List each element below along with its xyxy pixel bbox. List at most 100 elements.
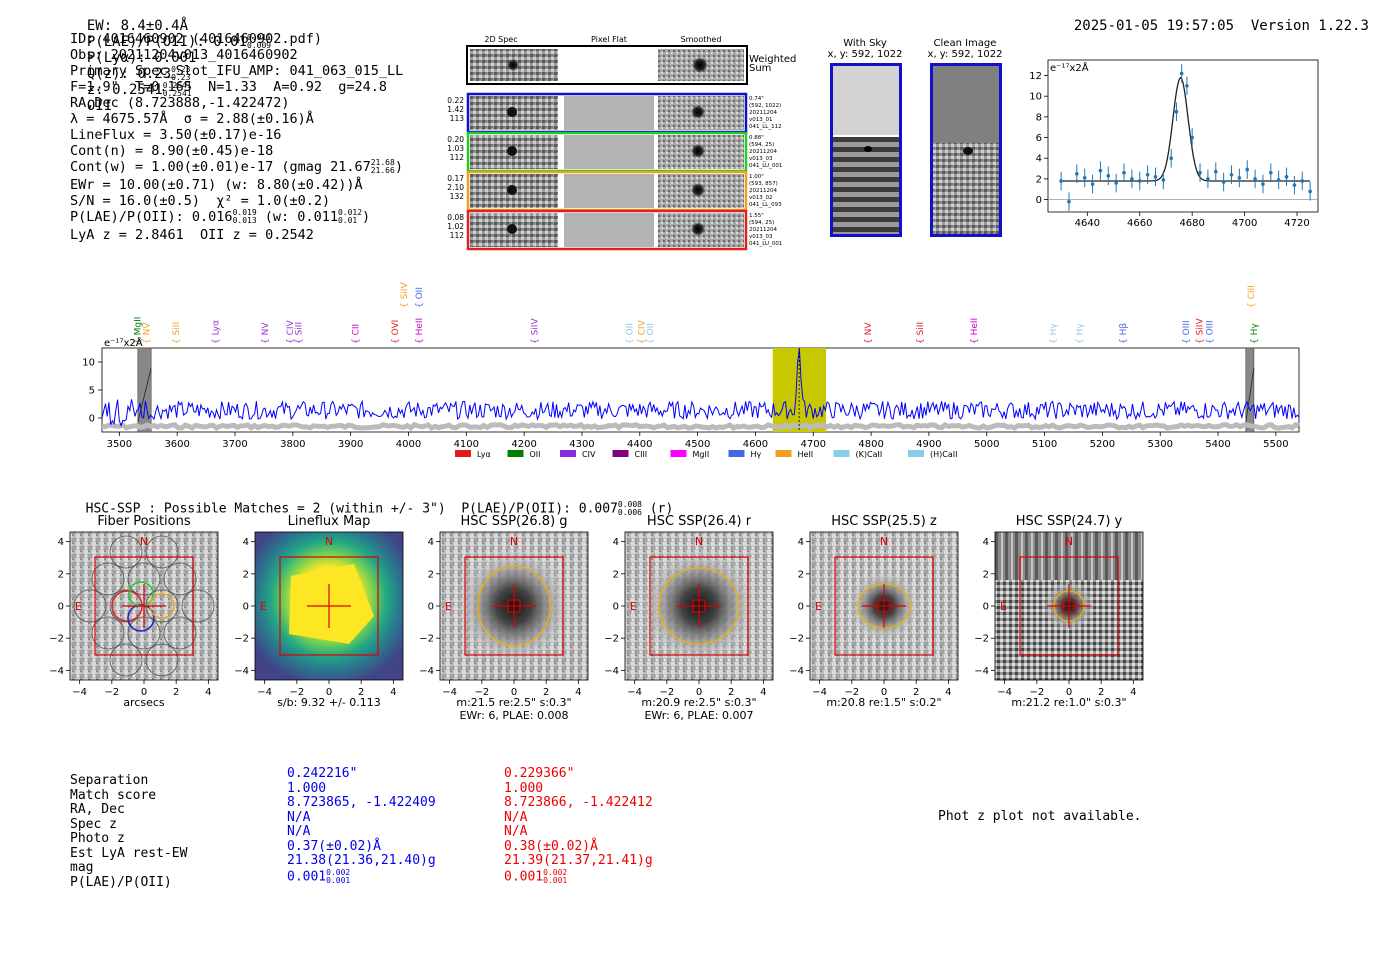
weighted-sum-source [507,59,519,71]
spectrum-xtick-label: 5500 [1263,439,1288,450]
spectrum-line-label: { CIV [638,319,648,344]
sky-stripe-dark [832,177,900,182]
spectrum-line-label: { CIV [286,319,296,344]
east-label: E [1000,600,1007,613]
hsc-panel-caption: s/b: 9.32 +/- 0.113 [277,696,381,709]
line-fit-point [1114,181,1118,185]
spectrum-xtick-label: 4300 [569,439,594,450]
fiber-circle [109,643,143,677]
hsc-xtick-label: 0 [881,687,887,698]
line-fit-ytick-label: 4 [1036,154,1042,165]
spectrum-xtick-label: 4800 [858,439,883,450]
north-label: N [695,535,703,548]
spectrum-mask-hatch [1245,367,1255,423]
cutout-divider [561,174,564,208]
cutout-row-right-value: v013_03 [749,156,773,162]
spectrum-legend-label: CIII [635,450,648,459]
hsc-ytick-label: −2 [49,634,64,645]
hsc-panel-title: Lineflux Map [288,514,371,529]
north-label: N [510,535,518,548]
fiber-circle [91,562,125,596]
hsc-ytick-label: −2 [234,634,249,645]
match-2-photoz: N/A [504,824,528,839]
spectrum-xtick-label: 4100 [454,439,479,450]
line-fit-point [1137,179,1142,183]
match-2-mag: 21.39(21.37,21.41)g [504,853,653,868]
cutout-row-left-value: 112 [450,231,465,240]
cutout-row-right-value: (594, 25) [749,142,774,148]
spectrum-line-label: { Hγ [1049,323,1059,344]
hsc-ytick-label: −4 [789,666,804,677]
cutout-row-smoothed-source [691,222,705,236]
hsc-ytick-label: 0 [613,602,619,613]
hsc-xtick-label: −4 [72,687,87,698]
fiber-circle [163,616,197,650]
cutout-row-right-value: 20211204 [749,188,777,194]
header-ew: EW: 8.4±0.4Å [86,18,189,34]
line-fit-point [1206,177,1210,181]
east-label: E [260,600,267,613]
line-fit-point [1059,179,1063,183]
hsc-ytick-label: −4 [234,666,249,677]
spectrum-xtick-label: 5000 [974,439,999,450]
cutout-row-source [507,107,517,117]
cutout-row-pixelflat [564,96,654,130]
cutout-row-right-value: v013_02 [749,195,773,201]
spectrum-ytick-label: 5 [89,386,95,397]
hsc-xtick-label: 0 [511,687,517,698]
north-label: N [880,535,888,548]
clean-image-title: Clean Image x, y: 592, 1022 [927,38,1003,60]
line-fit-point [1190,135,1194,140]
hsc-xtick-label: 4 [205,687,211,698]
hsc-xtick-label: 0 [141,687,147,698]
match-2-specz: N/A [504,809,528,825]
cutout-row-right-value: v013_03 [749,234,773,240]
spectrum-ytick-label: 0 [89,414,95,425]
spectrum-legend-label: CIV [582,450,596,459]
spectrum-xtick-label: 4500 [685,439,710,450]
line-fit-point [1261,182,1265,186]
match-1-photoz: N/A [287,824,311,839]
spec-cutouts: 2D Spec Pixel Flat Smoothed Weighted Sum… [447,35,796,251]
with-sky-title: With Sky x, y: 592, 1022 [827,38,903,60]
col-label-2dspec: 2D Spec [484,35,517,44]
east-label: E [630,600,637,613]
spectrum-legend-label: Hγ [751,450,762,459]
match-labels: Separation Match score RA, Dec Spec z Ph… [70,773,187,890]
spectrum-line-label: { NV [261,322,271,344]
hsc-ytick-label: 0 [983,602,989,613]
hsc-search-box [1019,556,1119,656]
hsc-search-box [649,556,749,656]
hsc-xtick-label: 2 [1098,687,1104,698]
hsc-ytick-label: 0 [58,602,64,613]
line-fit-point [1098,168,1103,173]
cutout-divider [655,135,658,169]
hsc-panel-caption: m:20.8 re:1.5" s:0.2" [826,696,941,709]
spectrum-line-label: { Hγ [1250,323,1260,344]
cutout-row-source [507,146,517,156]
cutout-row-right-value: (593, 857) [749,181,778,187]
header-summary: EW: 8.4±0.4Å P(LAE)/P(OII): 0.010.011 0.0… [70,2,288,114]
hsc-ytick-label: 4 [983,537,989,548]
hsc-ytick-label: −4 [419,666,434,677]
cutout-row-pixelflat [564,213,654,247]
cutout-row-left-value: 1.02 [447,222,464,231]
header-plya: P(Lyα): 0.001 [86,50,197,66]
spectrum-legend-label: (H)CaII [930,450,957,459]
hsc-xtick-label: 0 [696,687,702,698]
line-fit-point [1075,171,1079,176]
line-fit-ytick-label: 6 [1036,133,1042,144]
sky-stripe-light [832,152,900,157]
hsc-xtick-label: 4 [390,687,396,698]
cutout-row-left-value: 1.03 [447,144,464,153]
line-fit-ylabel: e⁻¹⁷x2Å [1050,61,1089,74]
hsc-ytick-label: 0 [798,602,804,613]
sky-stripe-light [832,162,900,167]
detection-info: ID: 4016460902 (4016460902.pdf) Obs: 202… [70,31,403,243]
line-fit-ytick-label: 2 [1036,174,1042,185]
cutout-divider [561,213,564,247]
match-label-plae: P(LAE)/P(OII) [70,874,172,890]
sky-stripe-light [832,182,900,187]
line-fit-xtick-label: 4660 [1127,218,1152,229]
line-fit-point [1269,170,1273,175]
